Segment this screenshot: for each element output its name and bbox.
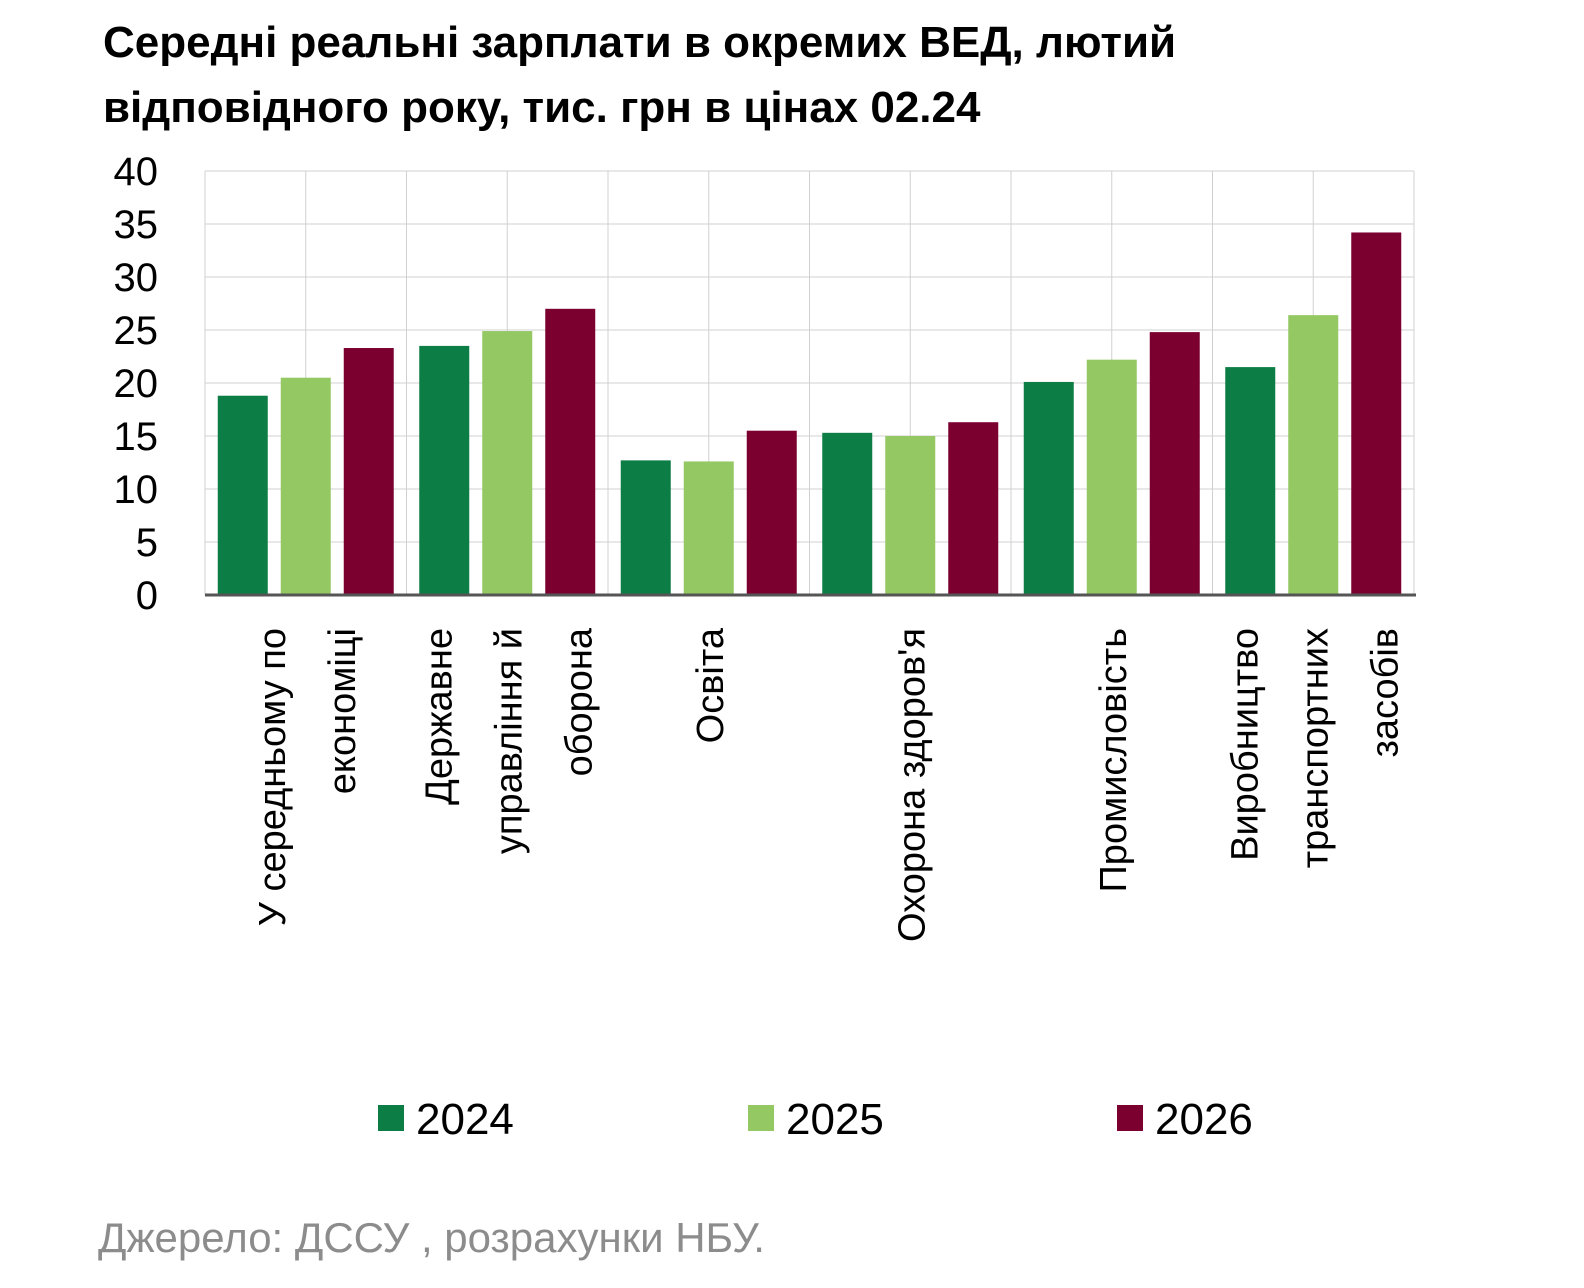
category-label: управління й [488,628,530,854]
bar-2025 [1086,359,1137,595]
bar-2025 [280,377,331,595]
category-label: транспортних [1294,628,1336,868]
bar-2024 [419,345,470,595]
legend-label: 2026 [1155,1095,1253,1144]
bar-2026 [343,348,394,595]
bar-2026 [948,422,999,595]
y-tick-label: 0 [136,574,158,618]
category-label: Промисловість [1093,628,1135,893]
bar-2026 [1351,232,1402,596]
category-label: Виробництво [1224,628,1266,861]
y-tick-label: 5 [136,521,158,565]
legend-label: 2024 [416,1095,514,1144]
bar-2025 [482,331,533,595]
category-label: Освіта [690,627,732,743]
bar-2024 [620,460,671,595]
chart-title-line-2: відповідного року, тис. грн в цінах 02.2… [103,83,981,132]
legend-swatch-2025 [748,1105,774,1131]
y-axis-ticks: 0 5 10 15 20 25 30 35 40 [114,150,159,618]
legend: 2024 2025 2026 [378,1095,1253,1144]
y-tick-label: 10 [114,468,159,512]
x-axis-labels: У середньому по економіці Державне управлін… [252,627,1407,942]
chart-title-line-1: Середні реальні зарплати в окремих ВЕД, … [103,18,1176,67]
category-label: Охорона здоров'я [891,628,933,942]
bar-2026 [545,308,596,595]
category-label: У середньому по [252,628,294,926]
bar-2024 [217,395,268,595]
category-label: економіці [322,628,364,794]
bars [217,232,1402,596]
legend-swatch-2024 [378,1105,404,1131]
y-tick-label: 15 [114,415,159,459]
source-note: Джерело: ДССУ , розрахунки НБУ. [98,1214,765,1261]
y-tick-label: 40 [114,150,159,194]
legend-label: 2025 [786,1095,884,1144]
bar-2024 [822,432,873,595]
bar-2026 [1149,332,1200,595]
y-tick-label: 30 [114,256,159,300]
y-tick-label: 25 [114,309,159,353]
category-label: Державне [418,628,460,805]
category-label: оборона [558,627,600,776]
bar-2025 [885,436,936,595]
y-tick-label: 35 [114,203,159,247]
bar-2025 [1288,315,1339,595]
bar-2024 [1225,367,1276,595]
category-label: засобів [1364,628,1406,758]
bar-2024 [1023,381,1074,595]
y-tick-label: 20 [114,362,159,406]
legend-swatch-2026 [1117,1105,1143,1131]
bar-2026 [746,430,797,595]
bar-2025 [683,461,734,595]
